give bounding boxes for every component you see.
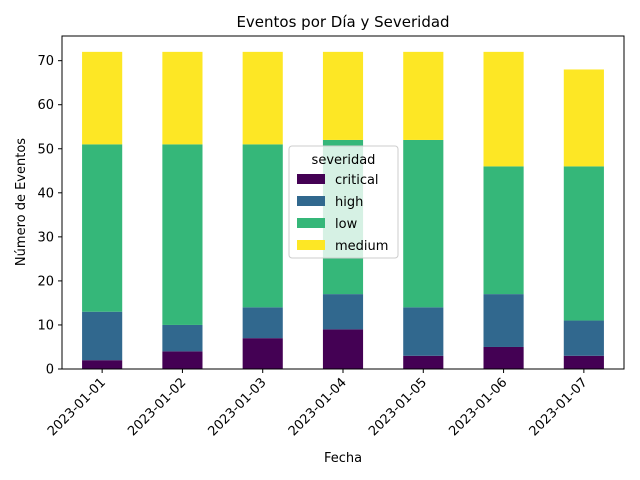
y-tick-label: 40: [37, 186, 54, 201]
x-axis-title: Fecha: [324, 451, 362, 466]
bar-high-2023-01-02: [162, 324, 203, 352]
bar-medium-2023-01-01: [82, 51, 123, 145]
y-tick-label: 10: [37, 318, 54, 333]
bar-critical-2023-01-06: [483, 346, 524, 369]
bar-high-2023-01-07: [563, 320, 604, 356]
y-tick-label: 30: [37, 230, 54, 245]
legend-swatch-medium: [297, 240, 325, 250]
bar-medium-2023-01-06: [483, 51, 524, 167]
legend-label-medium: medium: [335, 239, 388, 254]
y-tick-label: 60: [37, 98, 54, 113]
y-tick-label: 20: [37, 274, 54, 289]
y-tick-label: 70: [37, 54, 54, 69]
bar-critical-2023-01-07: [563, 355, 604, 369]
bar-high-2023-01-04: [322, 294, 364, 330]
bar-low-2023-01-03: [242, 144, 283, 308]
bar-medium-2023-01-07: [563, 69, 604, 167]
legend-label-low: low: [335, 217, 358, 232]
legend-title: severidad: [312, 153, 376, 168]
bar-high-2023-01-03: [242, 307, 283, 339]
bar-high-2023-01-05: [403, 307, 444, 356]
legend-swatch-high: [297, 196, 325, 206]
legend-swatch-low: [297, 218, 325, 228]
legend-swatch-critical: [297, 174, 325, 184]
bar-low-2023-01-06: [483, 166, 524, 295]
bar-low-2023-01-07: [563, 166, 604, 321]
bar-medium-2023-01-03: [242, 51, 283, 145]
bar-critical-2023-01-02: [162, 351, 203, 369]
bar-high-2023-01-06: [483, 294, 524, 347]
bar-low-2023-01-01: [82, 144, 123, 312]
bar-critical-2023-01-03: [242, 338, 283, 369]
bar-low-2023-01-02: [162, 144, 203, 325]
bar-critical-2023-01-04: [322, 329, 364, 369]
bar-low-2023-01-05: [403, 139, 444, 308]
y-tick-label: 50: [37, 142, 54, 157]
legend-label-critical: critical: [335, 173, 379, 188]
legend: severidad critical high low medium: [288, 145, 399, 259]
bars-group: [82, 51, 604, 369]
chart-title: Eventos por Día y Severidad: [236, 13, 449, 31]
bar-high-2023-01-01: [82, 311, 123, 361]
bar-critical-2023-01-05: [403, 355, 444, 369]
bar-medium-2023-01-02: [162, 51, 203, 145]
bar-medium-2023-01-04: [322, 51, 364, 140]
y-axis-title: Número de Eventos: [14, 138, 29, 266]
legend-label-high: high: [335, 195, 363, 210]
bar-medium-2023-01-05: [403, 51, 444, 140]
bar-critical-2023-01-01: [82, 360, 123, 369]
y-tick-label: 0: [46, 363, 54, 378]
